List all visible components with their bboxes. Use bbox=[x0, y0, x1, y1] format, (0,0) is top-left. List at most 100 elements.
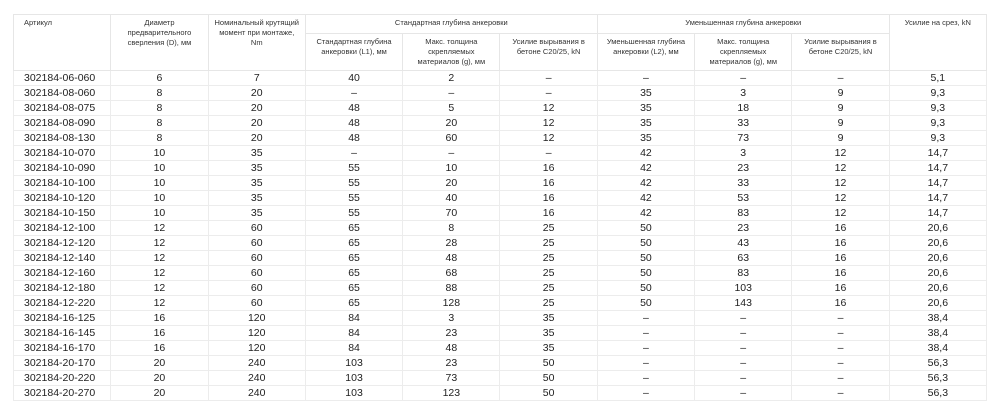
table-cell: 56,3 bbox=[888, 355, 988, 371]
table-cell: 12 bbox=[791, 205, 890, 221]
table-cell: 3 bbox=[694, 145, 793, 161]
table-cell: 48 bbox=[402, 250, 501, 266]
table-cell: 48 bbox=[304, 130, 404, 146]
table-cell: 302184-10-120 bbox=[12, 190, 112, 206]
table-cell: 240 bbox=[207, 385, 306, 401]
header-diameter: Диаметр предварительного сверления (D), … bbox=[110, 14, 209, 71]
table-cell: 28 bbox=[402, 235, 501, 251]
table-cell: – bbox=[694, 310, 793, 326]
table-cell: 9 bbox=[791, 100, 890, 116]
table-cell: – bbox=[694, 340, 793, 356]
table-cell: 9,3 bbox=[888, 85, 988, 101]
table-cell: 55 bbox=[304, 160, 404, 176]
table-row: 302184-20-170 20 240 103 23 50– – –56,3 bbox=[12, 355, 988, 371]
table-cell: 33 bbox=[694, 115, 793, 131]
table-cell: 302184-10-090 bbox=[12, 160, 112, 176]
table-cell: 42 bbox=[596, 145, 696, 161]
table-cell: 42 bbox=[596, 160, 696, 176]
table-cell: 2 bbox=[402, 70, 501, 86]
table-cell: 302184-12-140 bbox=[12, 250, 112, 266]
table-cell: 14,7 bbox=[888, 205, 988, 221]
table-cell: 23 bbox=[694, 160, 793, 176]
table-cell: 16 bbox=[499, 160, 598, 176]
header-shear: Усилие на срез, kN bbox=[888, 14, 988, 71]
table-cell: 16 bbox=[499, 205, 598, 221]
table-cell: 20 bbox=[402, 115, 501, 131]
table-cell: 35 bbox=[207, 160, 306, 176]
table-cell: 9,3 bbox=[888, 115, 988, 131]
table-cell: 73 bbox=[402, 370, 501, 386]
table-cell: 65 bbox=[304, 295, 404, 311]
table-cell: 12 bbox=[791, 175, 890, 191]
table-cell: 40 bbox=[304, 70, 404, 86]
table-cell: 25 bbox=[499, 250, 598, 266]
table-cell: 128 bbox=[402, 295, 501, 311]
table-cell: 16 bbox=[110, 310, 209, 326]
table-cell: 302184-06-060 bbox=[12, 70, 112, 86]
table-row: 302184-16-170 16 120 84 48 35– – –38,4 bbox=[12, 340, 988, 356]
table-cell: 9 bbox=[791, 115, 890, 131]
table-cell: 60 bbox=[402, 130, 501, 146]
table-row: 302184-12-180 12 60 65 88 25 50 103 16 20,6 bbox=[12, 280, 988, 296]
table-cell: – bbox=[596, 370, 696, 386]
table-cell: 302184-08-060 bbox=[12, 85, 112, 101]
table-cell: 25 bbox=[499, 235, 598, 251]
table-cell: – bbox=[596, 385, 696, 401]
table-cell: 25 bbox=[499, 265, 598, 281]
table-row: 302184-10-090 10 35 55 10 16 42 23 12 14,7 bbox=[12, 160, 988, 176]
table-row: 302184-16-145 16 120 84 23 35– – –38,4 bbox=[12, 325, 988, 341]
table-cell: – bbox=[791, 370, 890, 386]
table-cell: – bbox=[791, 325, 890, 341]
table-cell: 302184-10-100 bbox=[12, 175, 112, 191]
table-cell: 302184-12-160 bbox=[12, 265, 112, 281]
table-row: 302184-10-150 10 35 55 70 16 42 83 12 14,7 bbox=[12, 205, 988, 221]
table-cell: 302184-20-270 bbox=[12, 385, 112, 401]
table-cell: 56,3 bbox=[888, 385, 988, 401]
table-cell: 9 bbox=[791, 130, 890, 146]
table-cell: 20,6 bbox=[888, 295, 988, 311]
table-cell: 68 bbox=[402, 265, 501, 281]
table-cell: 50 bbox=[499, 355, 598, 371]
table-row: 302184-06-060 6 7 40 2– – – –5,1 bbox=[12, 70, 988, 86]
table-cell: 35 bbox=[207, 190, 306, 206]
table-row: 302184-20-270 20 240 103 123 50– – –56,3 bbox=[12, 385, 988, 401]
table-cell: 50 bbox=[499, 370, 598, 386]
table-cell: – bbox=[304, 145, 404, 161]
table-cell: 35 bbox=[596, 130, 696, 146]
table-cell: 35 bbox=[596, 115, 696, 131]
table-cell: 38,4 bbox=[888, 310, 988, 326]
table-cell: 3 bbox=[402, 310, 501, 326]
table-cell: 48 bbox=[304, 100, 404, 116]
table-cell: 53 bbox=[694, 190, 793, 206]
table-cell: 8 bbox=[110, 100, 209, 116]
table-cell: 103 bbox=[304, 370, 404, 386]
table-cell: 20 bbox=[110, 355, 209, 371]
table-cell: 60 bbox=[207, 295, 306, 311]
table-cell: 12 bbox=[791, 160, 890, 176]
header-red-depth: Уменьшенная глубина анкеровки (L2), мм bbox=[596, 33, 696, 71]
table-cell: 23 bbox=[402, 355, 501, 371]
table-cell: 83 bbox=[694, 205, 793, 221]
table-cell: 88 bbox=[402, 280, 501, 296]
table-cell: 40 bbox=[402, 190, 501, 206]
table-cell: 103 bbox=[304, 385, 404, 401]
table-cell: 20 bbox=[110, 385, 209, 401]
table-row: 302184-10-070 10 35– – –42 3 12 14,7 bbox=[12, 145, 988, 161]
table-cell: 16 bbox=[110, 340, 209, 356]
table-cell: 55 bbox=[304, 205, 404, 221]
table-cell: 20,6 bbox=[888, 250, 988, 266]
table-cell: 9,3 bbox=[888, 130, 988, 146]
table-cell: 84 bbox=[304, 325, 404, 341]
table-cell: – bbox=[694, 355, 793, 371]
table-cell: 35 bbox=[207, 205, 306, 221]
table-cell: 20,6 bbox=[888, 265, 988, 281]
table-row: 302184-08-075 8 20 48 5 12 35 18 9 9,3 bbox=[12, 100, 988, 116]
table-cell: 7 bbox=[207, 70, 306, 86]
table-cell: – bbox=[694, 70, 793, 86]
table-row: 302184-08-130 8 20 48 60 12 35 73 9 9,3 bbox=[12, 130, 988, 146]
table-cell: 12 bbox=[110, 220, 209, 236]
table-cell: – bbox=[402, 85, 501, 101]
table-cell: 240 bbox=[207, 370, 306, 386]
table-cell: 20 bbox=[207, 100, 306, 116]
table-cell: 12 bbox=[499, 130, 598, 146]
